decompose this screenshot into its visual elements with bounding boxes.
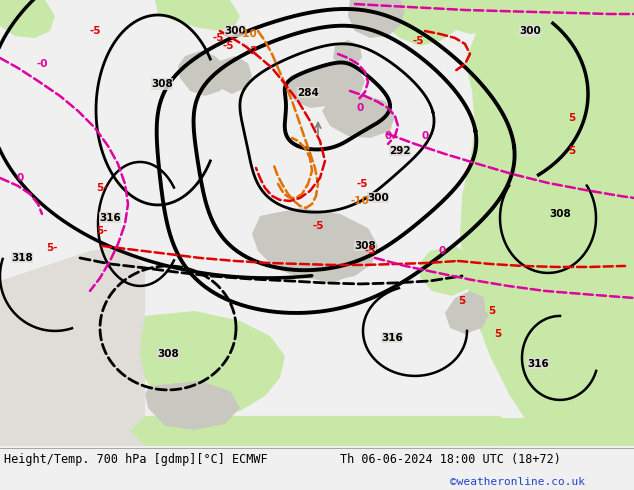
Polygon shape (252, 208, 378, 281)
Text: 5: 5 (568, 113, 576, 123)
Text: -5: -5 (412, 36, 424, 46)
Text: 0: 0 (438, 246, 446, 256)
Text: 5: 5 (458, 296, 465, 306)
Text: 5-: 5- (46, 243, 58, 253)
Text: 318: 318 (11, 253, 33, 263)
Polygon shape (305, 231, 360, 284)
Polygon shape (0, 0, 55, 38)
Text: 316: 316 (527, 359, 549, 369)
Text: ©weatheronline.co.uk: ©weatheronline.co.uk (450, 477, 585, 487)
Text: 0: 0 (422, 131, 429, 141)
Text: 316: 316 (381, 333, 403, 343)
Polygon shape (285, 68, 345, 108)
Text: 5-: 5- (96, 183, 108, 193)
Text: 5-: 5- (96, 226, 108, 236)
Polygon shape (348, 0, 405, 38)
Text: 308: 308 (549, 209, 571, 219)
Polygon shape (500, 418, 634, 446)
Text: 0: 0 (384, 131, 392, 141)
Text: 5: 5 (488, 306, 496, 316)
Polygon shape (317, 61, 365, 100)
Text: -5: -5 (212, 33, 224, 43)
Text: -5: -5 (356, 179, 368, 189)
Text: -5: -5 (89, 26, 101, 36)
Text: 0: 0 (16, 173, 23, 183)
Polygon shape (130, 416, 520, 446)
Text: 292: 292 (389, 146, 411, 156)
Polygon shape (145, 381, 240, 430)
Text: -5: -5 (365, 246, 376, 256)
Polygon shape (445, 291, 490, 334)
Text: Th 06-06-2024 18:00 UTC (18+72): Th 06-06-2024 18:00 UTC (18+72) (340, 453, 561, 466)
Polygon shape (378, 0, 460, 46)
Polygon shape (155, 0, 240, 31)
Text: -0: -0 (36, 59, 48, 69)
Text: 308: 308 (151, 79, 173, 89)
Text: 300: 300 (519, 26, 541, 36)
Polygon shape (178, 51, 228, 96)
Text: -10: -10 (351, 196, 370, 206)
Polygon shape (484, 276, 598, 336)
Text: -5: -5 (223, 41, 234, 51)
Text: 308: 308 (354, 241, 376, 251)
Text: 5: 5 (568, 146, 576, 156)
Text: 0: 0 (356, 103, 364, 113)
Polygon shape (0, 246, 145, 446)
Text: 284: 284 (297, 88, 319, 98)
Polygon shape (333, 40, 362, 66)
Text: 316: 316 (99, 213, 121, 223)
Text: 300: 300 (224, 26, 246, 36)
Polygon shape (420, 246, 478, 296)
Polygon shape (460, 0, 634, 446)
Polygon shape (520, 0, 634, 76)
Text: -10: -10 (238, 29, 257, 39)
Text: 300: 300 (367, 193, 389, 203)
Polygon shape (322, 94, 395, 138)
Polygon shape (430, 0, 510, 34)
Text: -2: -2 (246, 46, 258, 56)
Text: 308: 308 (157, 349, 179, 359)
Text: 5: 5 (495, 329, 501, 339)
Text: -5: -5 (313, 221, 324, 231)
Text: Height/Temp. 700 hPa [gdmp][°C] ECMWF: Height/Temp. 700 hPa [gdmp][°C] ECMWF (4, 453, 268, 466)
Polygon shape (213, 56, 252, 94)
Polygon shape (140, 311, 285, 421)
